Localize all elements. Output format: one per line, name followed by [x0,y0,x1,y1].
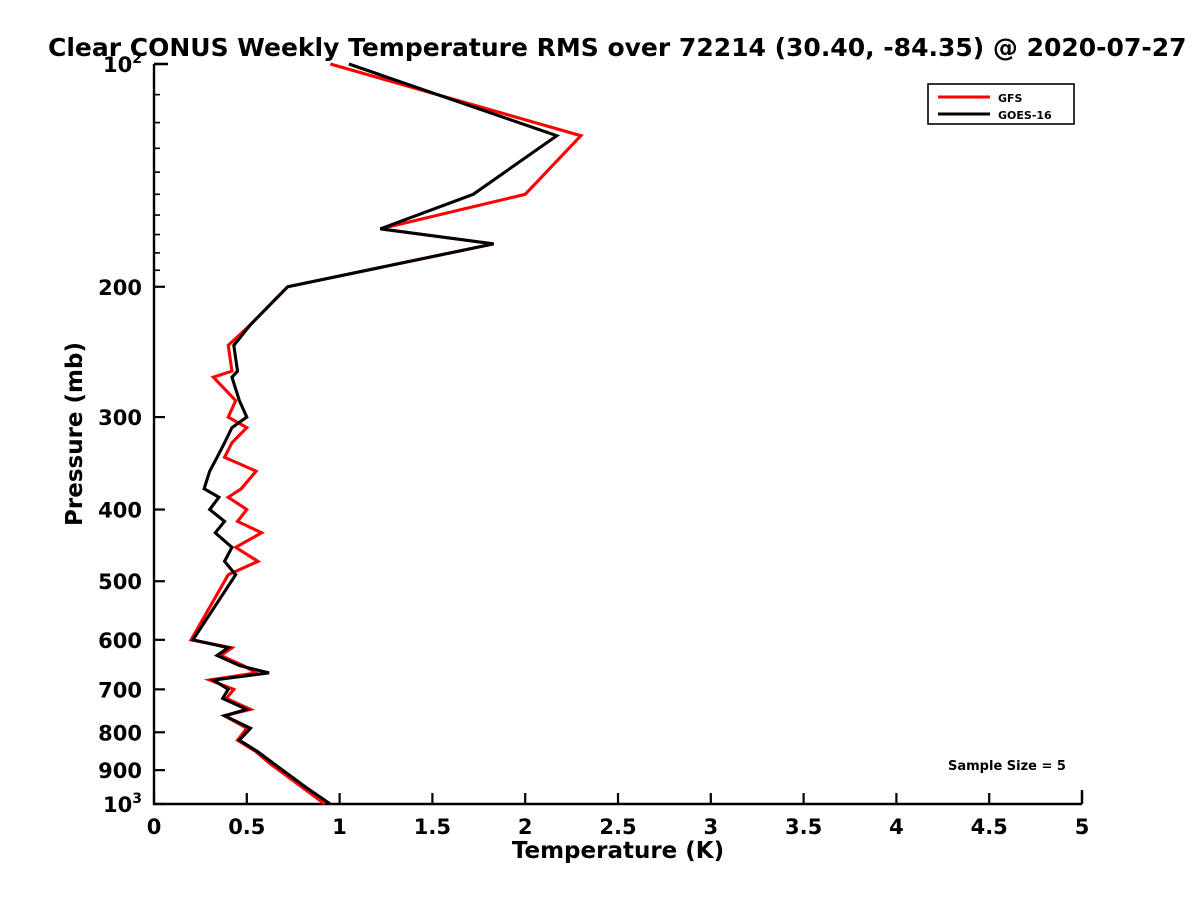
page-title: Clear CONUS Weekly Temperature RMS over … [48,33,1187,62]
y-tick-label: 700 [98,678,142,702]
x-axis-label: Temperature (K) [512,838,724,864]
y-axis-label: Pressure (mb) [62,342,88,526]
y-tick-label: 102 [103,51,142,77]
x-tick-label: 4 [889,815,904,839]
series-line-gfs [188,62,584,806]
data-series-group [188,62,584,806]
x-tick-label: 1.5 [414,815,451,839]
x-tick-label: 0.5 [228,815,265,839]
y-axis-ticks [154,62,165,806]
y-tick-label: 900 [98,759,142,783]
legend-label-goes-16: GOES-16 [998,109,1052,122]
x-axis-ticks [152,793,1084,804]
y-tick-label: 300 [98,406,142,430]
x-tick-label: 2.5 [599,815,636,839]
series-line-goes-16 [190,62,561,806]
x-tick-label: 2 [518,815,533,839]
sample-size-annotation: Sample Size = 5 [948,759,1066,774]
y-tick-label: 600 [98,629,142,653]
y-tick-label: 500 [98,570,142,594]
x-axis-tick-labels: 0 0.5 1 1.5 2 2.5 3 3.5 4 4.5 5 [147,815,1090,839]
y-tick-label: 103 [103,791,142,817]
y-tick-label: 200 [98,276,142,300]
legend-label-gfs: GFS [998,92,1023,105]
x-tick-label: 1 [332,815,347,839]
x-tick-label: 3 [703,815,718,839]
axes-frame: 0 0.5 1 1.5 2 2.5 3 3.5 4 4.5 5 102 200 300 400 500 600… [98,51,1089,839]
x-tick-label: 3.5 [785,815,822,839]
x-tick-label: 5 [1075,815,1090,839]
legend-box [927,83,1075,125]
x-tick-label: 4.5 [971,815,1008,839]
y-axis-tick-labels: 102 200 300 400 500 600 700 800 900 103 [98,51,142,817]
y-tick-label: 400 [98,499,142,523]
y-tick-label: 800 [98,721,142,745]
chart-legend[interactable]: GFS GOES-16 [927,83,1075,125]
x-tick-label: 0 [147,815,162,839]
axis-spines [152,62,1084,806]
